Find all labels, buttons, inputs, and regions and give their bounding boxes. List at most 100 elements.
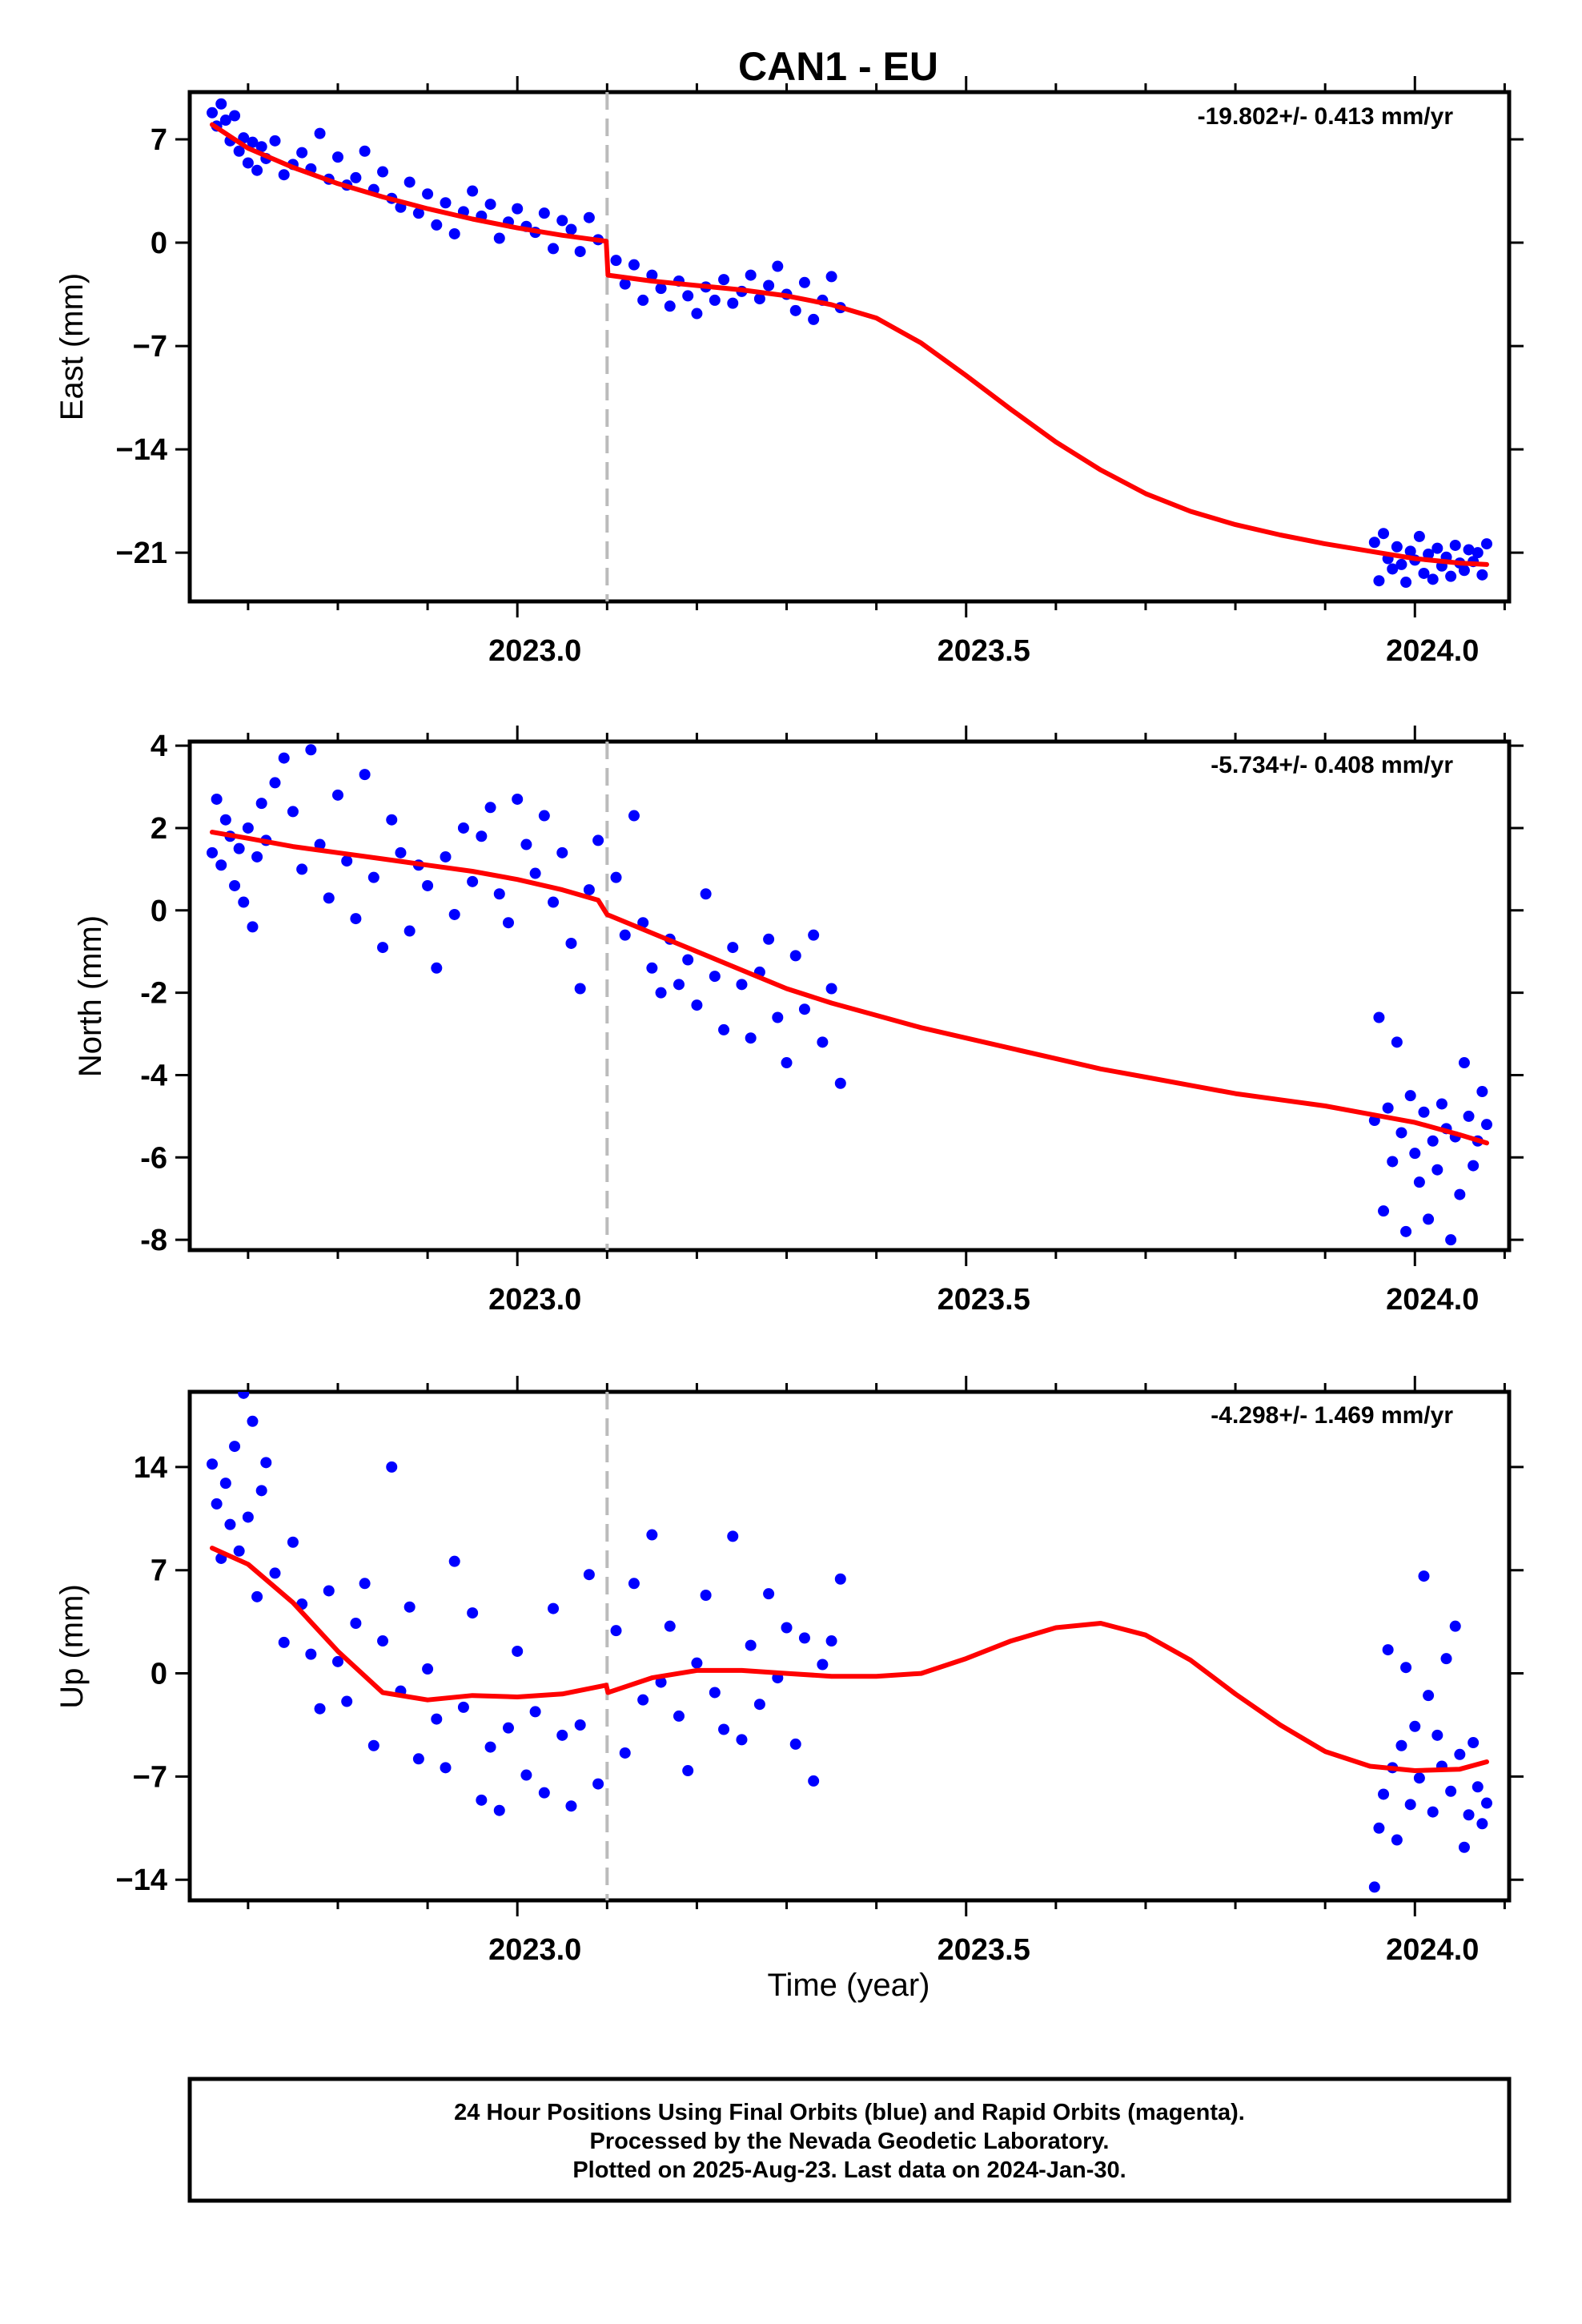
up-data-point	[825, 1635, 837, 1647]
north-data-point	[1445, 1234, 1457, 1246]
up-data-point	[476, 1794, 488, 1806]
up-data-point	[467, 1607, 479, 1619]
north-data-point	[700, 888, 712, 900]
up-data-point	[377, 1635, 389, 1647]
up-data-point	[431, 1713, 443, 1725]
north-data-point	[278, 752, 290, 764]
up-data-point	[440, 1762, 452, 1774]
north-data-point	[238, 896, 250, 908]
east-data-point	[1391, 541, 1403, 553]
up-data-point	[219, 1478, 231, 1490]
up-data-point	[1472, 1781, 1484, 1793]
up-data-point	[260, 1457, 272, 1469]
north-data-point	[422, 879, 434, 891]
east-data-point	[565, 223, 577, 235]
east-data-point	[583, 211, 595, 223]
up-data-point	[207, 1458, 219, 1470]
north-data-point	[502, 917, 514, 929]
panel-north: 2023.0 2023.5 2024.0 4 2 0 -2 -4 -6 -8 -5.734+/- …	[73, 726, 1524, 1317]
up-data-point	[278, 1636, 290, 1648]
east-data-point	[1449, 539, 1461, 551]
east-data-point	[798, 276, 810, 288]
up-data-point	[834, 1573, 846, 1585]
up-data-point	[412, 1753, 424, 1765]
north-data-point	[323, 892, 335, 904]
east-data-point	[628, 259, 640, 271]
north-data-point	[395, 846, 407, 858]
caption-line-3: Plotted on 2025-Aug-23. Last data on 202…	[572, 2157, 1126, 2183]
east-data-point	[772, 260, 784, 272]
north-data-point	[610, 871, 622, 883]
north-data-point	[736, 979, 748, 991]
up-plot-area: 2023.0 2023.5 2024.0 14 7 0 −7 −14	[116, 1376, 1524, 1967]
east-data-point	[404, 176, 416, 188]
up-data-point	[323, 1585, 335, 1597]
north-data-point	[1435, 1098, 1447, 1110]
north-data-point	[242, 822, 254, 834]
north-data-point	[682, 954, 694, 966]
east-data-point	[359, 145, 371, 157]
up-data-point	[556, 1729, 568, 1741]
up-data-point	[1382, 1644, 1394, 1656]
north-data-point	[538, 810, 550, 822]
east-data-point	[215, 98, 227, 110]
up-data-point	[691, 1657, 703, 1669]
up-data-point	[1373, 1822, 1385, 1834]
up-data-point	[628, 1578, 640, 1590]
north-data-point	[718, 1023, 730, 1035]
north-data-point	[529, 867, 541, 879]
north-ylabel: North (mm)	[73, 915, 108, 1077]
east-data-point	[255, 141, 267, 153]
north-data-point	[619, 929, 631, 941]
up-data-point	[1418, 1570, 1430, 1582]
east-xtick-label: 2023.5	[938, 634, 1030, 668]
up-data-point	[242, 1511, 254, 1523]
north-data-point	[655, 987, 667, 999]
north-data-point	[247, 921, 259, 933]
north-xtick-label: 2024.0	[1386, 1283, 1479, 1317]
up-data-point	[287, 1536, 299, 1548]
north-data-point	[574, 983, 586, 995]
north-data-point	[404, 925, 416, 937]
up-data-point	[229, 1441, 241, 1453]
north-ytick-label: 4	[151, 730, 167, 763]
up-data-point	[1454, 1748, 1466, 1760]
up-data-point	[269, 1567, 281, 1579]
east-data-point	[1418, 567, 1430, 579]
east-data-point	[448, 227, 460, 239]
up-data-point	[255, 1485, 267, 1497]
north-data-point	[215, 859, 227, 871]
up-data-point	[224, 1518, 236, 1530]
north-data-point	[565, 937, 577, 949]
up-data-point	[548, 1602, 560, 1614]
up-data-point	[211, 1498, 223, 1510]
up-data-point	[520, 1769, 532, 1781]
x-axis-label: Time (year)	[768, 1968, 930, 2003]
up-data-point	[1391, 1834, 1403, 1846]
up-data-point	[610, 1625, 622, 1637]
north-data-point	[512, 793, 524, 805]
up-data-point	[233, 1545, 245, 1557]
up-data-point	[1423, 1690, 1435, 1702]
east-data-point	[1413, 530, 1425, 542]
north-data-point	[251, 850, 263, 862]
up-data-point	[1476, 1818, 1488, 1830]
up-data-point	[1440, 1653, 1452, 1665]
north-data-point	[1423, 1213, 1435, 1225]
east-ytick-label: −7	[133, 330, 167, 364]
north-data-point	[1480, 1119, 1492, 1131]
east-data-point	[1476, 569, 1488, 581]
up-data-point	[798, 1632, 810, 1644]
east-model-curve	[210, 122, 1489, 567]
up-data-point	[1409, 1720, 1421, 1732]
east-data-point	[610, 255, 622, 267]
east-data-point	[247, 136, 259, 148]
up-data-point	[247, 1415, 259, 1427]
up-data-point	[682, 1765, 694, 1777]
north-data-point	[834, 1077, 846, 1089]
up-ytick-label: −7	[133, 1760, 167, 1794]
north-data-point	[207, 846, 219, 858]
east-data-point	[242, 157, 254, 169]
up-data-point	[808, 1775, 820, 1787]
